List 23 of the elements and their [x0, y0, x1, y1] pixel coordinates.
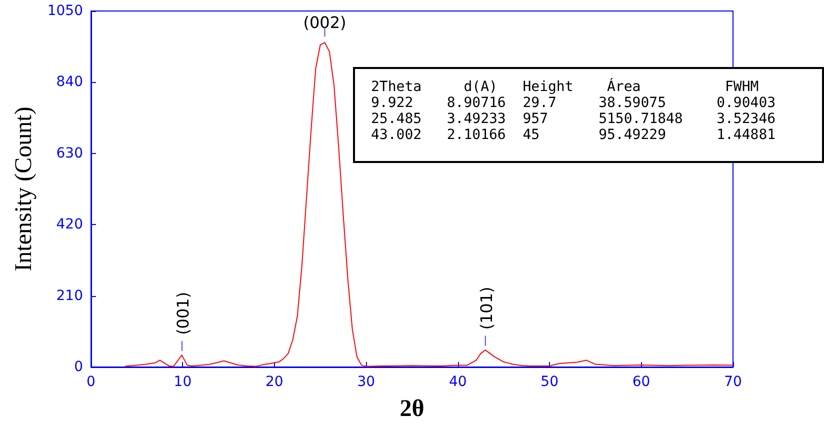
x-axis-title: 2θ [400, 396, 424, 422]
annotation: (101) [476, 286, 496, 330]
annotation: 25.485 3.49233 957 5150.71848 3.52346 [371, 111, 776, 127]
x-tick-label: 30 [357, 374, 376, 390]
x-tick-label: 0 [86, 374, 96, 390]
annotation: (001) [174, 292, 192, 335]
x-tick-label: 70 [724, 374, 742, 390]
x-tick-label: 20 [266, 374, 284, 390]
x-tick-label: 10 [174, 374, 192, 390]
y-tick-label: 630 [56, 145, 83, 162]
y-tick-label: 420 [56, 216, 83, 233]
y-tick-label: 210 [56, 288, 83, 304]
x-tick-label: 60 [632, 374, 650, 390]
annotation: (002) [303, 13, 346, 32]
annotation: 9.922 8.90716 29.7 38.59075 0.90403 [371, 95, 776, 111]
y-axis-title: Intensity (Count) [11, 106, 37, 272]
annotation: 43.002 2.10166 45 95.49229 1.44881 [371, 127, 776, 143]
y-tick-label: 840 [56, 74, 83, 90]
y-tick-label: 0 [74, 359, 83, 375]
x-tick-label: 50 [540, 374, 558, 390]
x-tick-label: 40 [448, 374, 467, 390]
annotation: 2Theta d(A) Height Área FWHM [371, 79, 759, 95]
y-tick-label: 1050 [47, 3, 83, 19]
